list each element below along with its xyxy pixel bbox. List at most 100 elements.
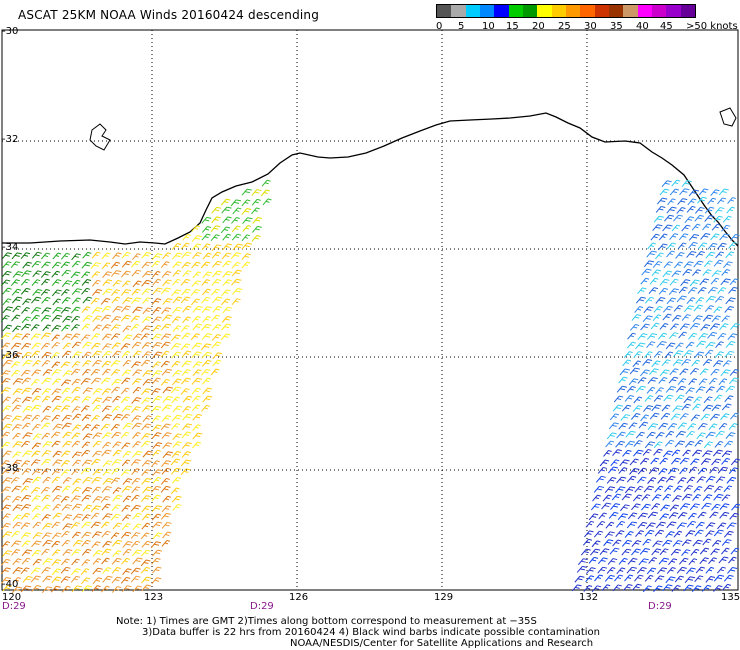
wind-barb bbox=[130, 315, 140, 323]
wind-barb bbox=[71, 279, 81, 287]
wind-barb bbox=[111, 459, 122, 466]
wind-barb bbox=[669, 504, 680, 512]
wind-barb bbox=[11, 397, 22, 405]
wind-barb bbox=[141, 505, 151, 513]
wind-barb bbox=[726, 476, 737, 484]
wind-barb bbox=[681, 180, 692, 187]
wind-barb bbox=[101, 441, 111, 449]
wind-barb bbox=[709, 511, 719, 519]
wind-barb bbox=[131, 422, 143, 430]
wind-barb bbox=[121, 251, 131, 259]
wind-barb bbox=[666, 250, 675, 258]
wind-barb bbox=[111, 504, 121, 512]
wind-barb bbox=[211, 244, 222, 252]
wind-barb bbox=[719, 323, 729, 330]
wind-barb bbox=[661, 180, 672, 188]
wind-barb bbox=[725, 432, 736, 439]
wind-barb bbox=[201, 404, 211, 412]
wind-barb bbox=[140, 495, 151, 502]
wind-barb bbox=[702, 269, 712, 277]
wind-barb bbox=[201, 225, 212, 233]
wind-barb bbox=[2, 359, 13, 367]
wind-barb bbox=[230, 252, 242, 260]
wind-barb bbox=[641, 494, 651, 501]
wind-barb bbox=[1, 252, 12, 260]
wind-barb bbox=[10, 361, 21, 369]
wind-barb bbox=[42, 558, 53, 565]
wind-barb bbox=[51, 270, 61, 278]
wind-barb bbox=[161, 415, 172, 422]
wind-barb bbox=[161, 368, 173, 376]
wind-barb bbox=[659, 323, 669, 330]
wind-barb bbox=[0, 387, 11, 394]
wind-barb bbox=[180, 468, 191, 476]
wind-barb bbox=[597, 466, 607, 474]
wind-barb bbox=[648, 467, 659, 475]
wind-barb bbox=[81, 548, 92, 556]
wind-barb bbox=[111, 296, 121, 304]
wind-barb bbox=[262, 198, 272, 206]
wind-barb bbox=[192, 432, 203, 440]
wind-barb bbox=[621, 404, 632, 412]
wind-barb bbox=[91, 585, 101, 592]
wind-barb bbox=[670, 323, 679, 331]
wind-barb bbox=[702, 314, 714, 322]
wind-barb bbox=[121, 485, 132, 493]
wind-barb bbox=[172, 369, 182, 377]
wind-barb bbox=[643, 260, 655, 268]
wind-barb bbox=[20, 512, 31, 520]
wind-barb bbox=[643, 351, 653, 358]
wind-barb bbox=[707, 286, 718, 294]
wind-barb bbox=[693, 486, 703, 493]
wind-barb bbox=[152, 521, 163, 529]
wind-barb bbox=[728, 286, 739, 294]
wind-barb bbox=[171, 351, 182, 359]
wind-barb bbox=[51, 388, 62, 396]
wind-barb bbox=[120, 431, 130, 439]
wind-barb bbox=[2, 531, 13, 539]
wind-barb bbox=[161, 467, 171, 475]
wind-barb bbox=[681, 549, 691, 557]
wind-barb bbox=[671, 224, 681, 232]
wind-barb bbox=[626, 385, 636, 393]
wind-barb bbox=[687, 423, 696, 430]
wind-barb bbox=[160, 287, 171, 295]
wind-barb bbox=[151, 253, 163, 261]
wind-barb bbox=[681, 493, 693, 501]
wind-barb bbox=[713, 493, 724, 501]
wind-barb bbox=[81, 577, 91, 585]
wind-barb bbox=[700, 324, 711, 331]
wind-barb bbox=[30, 307, 41, 314]
wind-barb bbox=[231, 233, 242, 241]
wind-barb bbox=[11, 530, 20, 538]
wind-barb bbox=[41, 567, 51, 574]
wind-barb bbox=[722, 215, 732, 223]
wind-barb bbox=[675, 430, 686, 438]
wind-barb bbox=[200, 261, 211, 269]
wind-barb bbox=[230, 199, 242, 207]
wind-barb bbox=[677, 198, 688, 205]
wind-barb bbox=[42, 369, 53, 376]
wind-barb bbox=[653, 585, 663, 593]
wind-barb bbox=[162, 386, 173, 394]
wind-barb bbox=[51, 559, 62, 566]
wind-barb bbox=[220, 226, 231, 234]
wind-barb bbox=[31, 495, 41, 503]
wind-barb bbox=[730, 412, 739, 420]
wind-barb bbox=[699, 557, 709, 565]
wind-barb bbox=[607, 558, 618, 565]
wind-barb bbox=[698, 378, 708, 386]
wind-barb bbox=[60, 306, 71, 314]
legend-label: 20 bbox=[532, 21, 545, 32]
wind-barb bbox=[640, 369, 650, 377]
wind-barb bbox=[160, 485, 171, 493]
wind-barb bbox=[614, 574, 624, 582]
wind-barb bbox=[212, 270, 223, 278]
wind-barb bbox=[0, 431, 11, 439]
wind-barb bbox=[171, 289, 182, 297]
wind-barb bbox=[51, 440, 61, 448]
wind-barb bbox=[615, 530, 625, 537]
wind-barb bbox=[21, 468, 32, 475]
wind-barb bbox=[705, 575, 716, 583]
wind-barb bbox=[719, 503, 730, 511]
